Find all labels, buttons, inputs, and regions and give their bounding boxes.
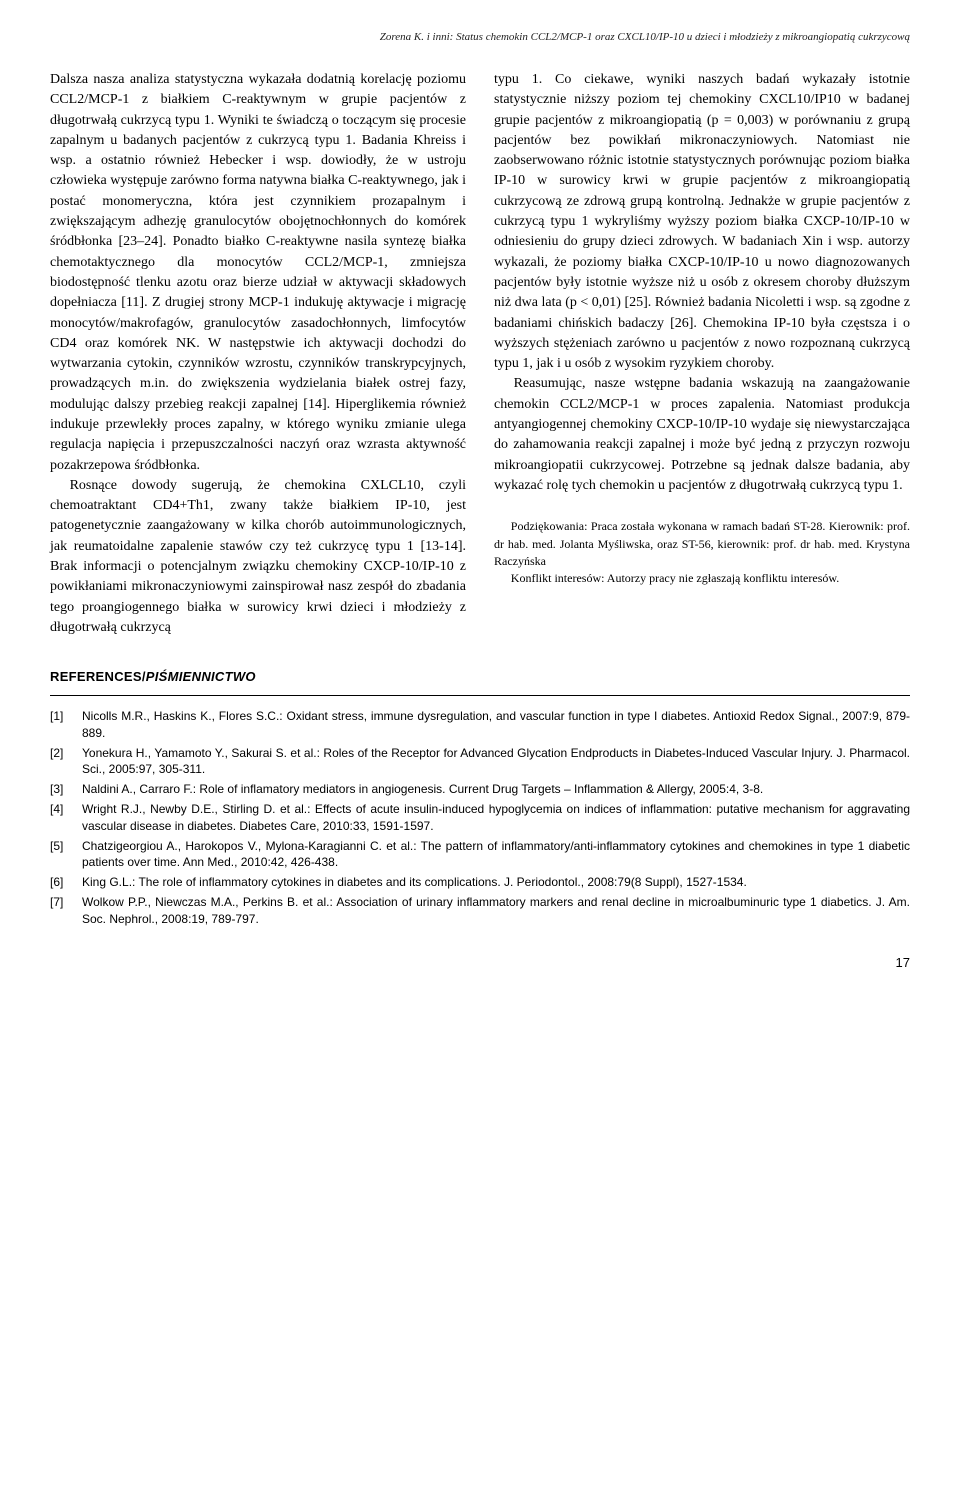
right-p1: typu 1. Co ciekawe, wyniki naszych badań… xyxy=(494,70,910,374)
reference-number: [6] xyxy=(50,874,82,891)
reference-item: [6]King G.L.: The role of inflammatory c… xyxy=(50,874,910,891)
reference-item: [7]Wolkow P.P., Niewczas M.A., Perkins B… xyxy=(50,894,910,928)
left-p1: Dalsza nasza analiza statystyczna wykaza… xyxy=(50,70,466,476)
reference-number: [1] xyxy=(50,708,82,742)
right-p2: Reasumując, nasze wstępne badania wskazu… xyxy=(494,374,910,496)
body-columns: Dalsza nasza analiza statystyczna wykaza… xyxy=(50,70,910,638)
refs-rule-top xyxy=(50,695,910,696)
running-header: Zorena K. i inni: Status chemokin CCL2/M… xyxy=(50,30,910,46)
refs-heading-italic: PIŚMIENNICTWO xyxy=(146,669,256,684)
reference-number: [7] xyxy=(50,894,82,928)
references-heading: REFERENCES/PIŚMIENNICTWO xyxy=(50,668,910,687)
right-column: typu 1. Co ciekawe, wyniki naszych badań… xyxy=(494,70,910,638)
refs-heading-plain: REFERENCES/ xyxy=(50,669,146,684)
reference-item: [3]Naldini A., Carraro F.: Role of infla… xyxy=(50,781,910,798)
reference-number: [3] xyxy=(50,781,82,798)
reference-number: [5] xyxy=(50,838,82,872)
reference-number: [2] xyxy=(50,745,82,779)
acknowledgements: Podziękowania: Praca została wykonana w … xyxy=(494,518,910,588)
reference-item: [1]Nicolls M.R., Haskins K., Flores S.C.… xyxy=(50,708,910,742)
reference-text: Naldini A., Carraro F.: Role of inflamat… xyxy=(82,781,910,798)
references-list: [1]Nicolls M.R., Haskins K., Flores S.C.… xyxy=(50,708,910,928)
reference-text: Nicolls M.R., Haskins K., Flores S.C.: O… xyxy=(82,708,910,742)
reference-text: King G.L.: The role of inflammatory cyto… xyxy=(82,874,910,891)
reference-item: [4]Wright R.J., Newby D.E., Stirling D. … xyxy=(50,801,910,835)
reference-text: Wolkow P.P., Niewczas M.A., Perkins B. e… xyxy=(82,894,910,928)
page-number: 17 xyxy=(50,954,910,973)
reference-item: [2]Yonekura H., Yamamoto Y., Sakurai S. … xyxy=(50,745,910,779)
reference-item: [5]Chatzigeorgiou A., Harokopos V., Mylo… xyxy=(50,838,910,872)
reference-text: Yonekura H., Yamamoto Y., Sakurai S. et … xyxy=(82,745,910,779)
ack-p1: Podziękowania: Praca została wykonana w … xyxy=(494,518,910,570)
left-p2: Rosnące dowody sugerują, że chemokina CX… xyxy=(50,476,466,638)
reference-number: [4] xyxy=(50,801,82,835)
left-column: Dalsza nasza analiza statystyczna wykaza… xyxy=(50,70,466,638)
ack-p2: Konflikt interesów: Autorzy pracy nie zg… xyxy=(494,570,910,587)
reference-text: Chatzigeorgiou A., Harokopos V., Mylona-… xyxy=(82,838,910,872)
reference-text: Wright R.J., Newby D.E., Stirling D. et … xyxy=(82,801,910,835)
